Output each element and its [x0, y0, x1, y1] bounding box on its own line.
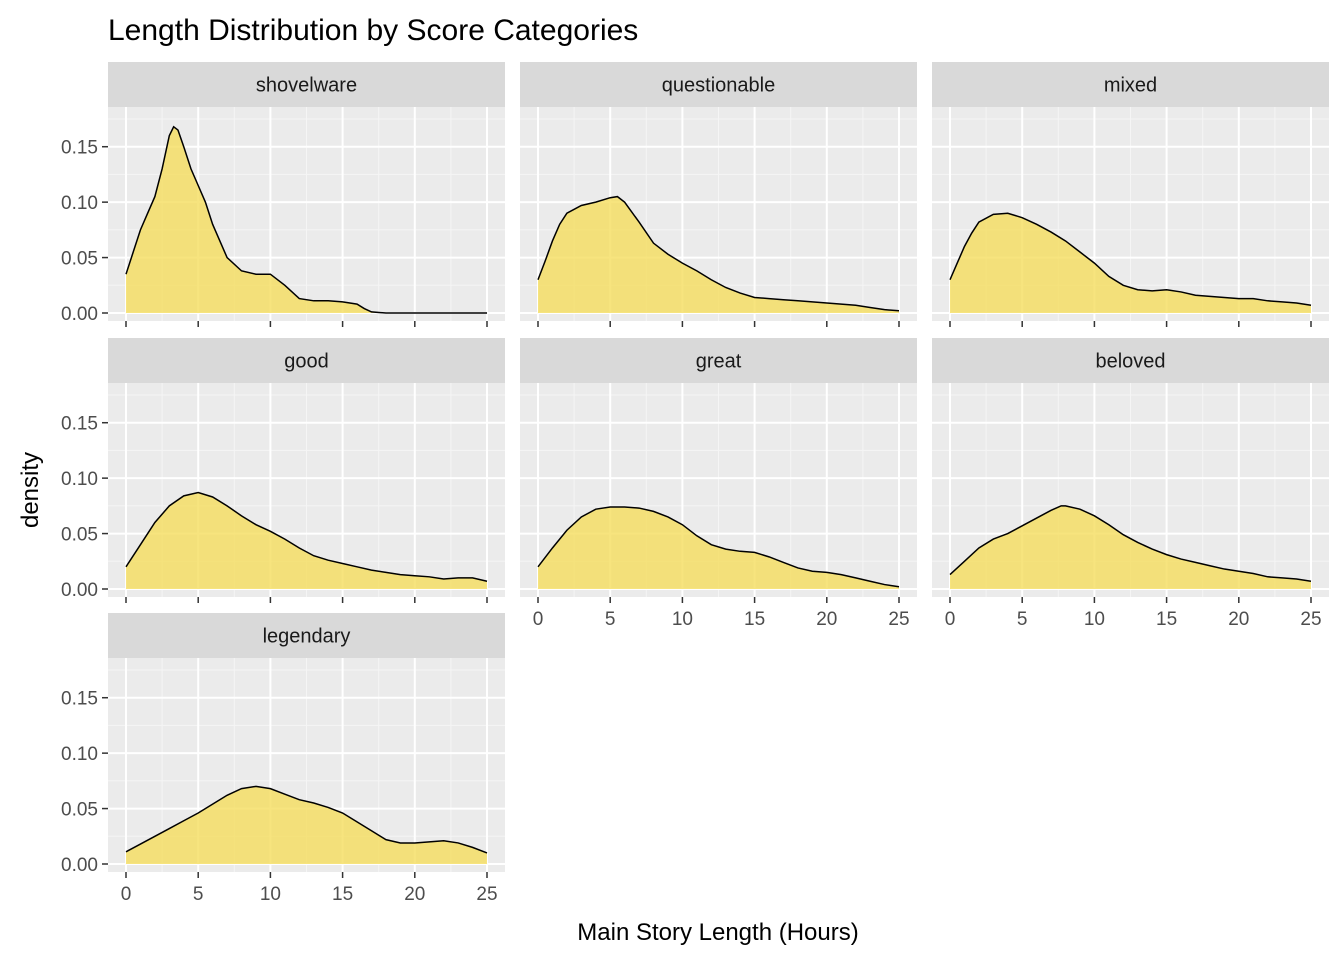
facet-panel-mixed: mixed [932, 62, 1329, 327]
x-tick-label: 25 [888, 609, 909, 630]
density-line-mixed [949, 212, 1312, 306]
x-tick-label: 15 [332, 884, 353, 905]
facet-panel-beloved: beloved 0 5 10 15 20 25 [932, 338, 1329, 630]
facet-strip [520, 62, 917, 107]
density-area-questionable [538, 196, 899, 313]
facet-strip-label: great [696, 351, 742, 373]
x-tick-label: 0 [945, 609, 956, 630]
facet-strip-label: mixed [1104, 75, 1157, 97]
x-tick-label: 10 [1084, 609, 1105, 630]
x-tick-label: 25 [1300, 609, 1321, 630]
facet-strip [108, 62, 505, 107]
density-area-shovelware [126, 126, 487, 313]
density-area-great [538, 506, 899, 589]
facet-panel-shovelware: shovelware 0.00 0.05 0.10 0.15 [61, 62, 505, 327]
density-area-mixed [950, 213, 1311, 313]
density-line-legendary [125, 785, 488, 854]
x-tick-label: 5 [1017, 609, 1028, 630]
facet-strip [932, 62, 1329, 107]
x-axis-title: Main Story Length (Hours) [577, 919, 858, 946]
y-tick-label: 0.00 [61, 855, 98, 876]
x-tick-label: 20 [404, 884, 425, 905]
facet-panel-great: great 0 5 10 15 20 25 [520, 338, 917, 630]
facet-panels: shovelware 0.00 0.05 0.10 0.15 questionable mi… [61, 62, 1329, 905]
facet-strip [520, 338, 917, 383]
facet-strip-label: questionable [662, 75, 775, 97]
y-tick-label: 0.15 [61, 689, 98, 710]
y-tick-label: 0.00 [61, 304, 98, 325]
facet-strip [108, 613, 505, 658]
x-tick-label: 20 [816, 609, 837, 630]
chart-title: Length Distribution by Score Categories [108, 14, 638, 47]
y-tick-label: 0.05 [61, 800, 98, 821]
density-area-beloved [950, 505, 1311, 589]
facet-panel-good: good 0.00 0.05 0.10 0.15 [61, 338, 505, 603]
facet-strip-label: good [284, 351, 329, 373]
facet-strip-label: shovelware [256, 75, 357, 97]
facet-panel-legendary: legendary 0.00 0.05 0.10 0.15 0 5 10 15 20 25 [61, 613, 505, 905]
x-tick-label: 0 [121, 884, 132, 905]
y-tick-label: 0.10 [61, 744, 98, 765]
x-tick-label: 10 [672, 609, 693, 630]
facet-panel-questionable: questionable [520, 62, 917, 327]
facet-strip-label: legendary [263, 626, 351, 648]
density-area-good [126, 492, 487, 589]
x-tick-label: 0 [533, 609, 544, 630]
y-tick-label: 0.15 [61, 414, 98, 435]
x-tick-label: 15 [744, 609, 765, 630]
density-line-good [125, 491, 488, 582]
y-tick-label: 0.05 [61, 249, 98, 270]
x-tick-label: 15 [1156, 609, 1177, 630]
x-tick-label: 20 [1228, 609, 1249, 630]
y-tick-label: 0.10 [61, 193, 98, 214]
x-tick-label: 5 [605, 609, 616, 630]
minor-gridlines [932, 383, 1329, 597]
density-line-beloved [949, 505, 1312, 582]
facet-strip-label: beloved [1095, 351, 1165, 373]
facet-strip [932, 338, 1329, 383]
y-axis-title: density [17, 452, 44, 528]
facet-strip [108, 338, 505, 383]
y-tick-label: 0.00 [61, 580, 98, 601]
x-tick-label: 5 [193, 884, 204, 905]
density-area-legendary [126, 786, 487, 864]
density-line-great [537, 506, 900, 588]
density-line-shovelware [125, 125, 487, 314]
density-line-questionable [537, 195, 900, 312]
y-tick-label: 0.10 [61, 469, 98, 490]
y-tick-label: 0.05 [61, 525, 98, 546]
x-tick-label: 25 [476, 884, 497, 905]
x-tick-label: 10 [260, 884, 281, 905]
y-tick-label: 0.15 [61, 138, 98, 159]
